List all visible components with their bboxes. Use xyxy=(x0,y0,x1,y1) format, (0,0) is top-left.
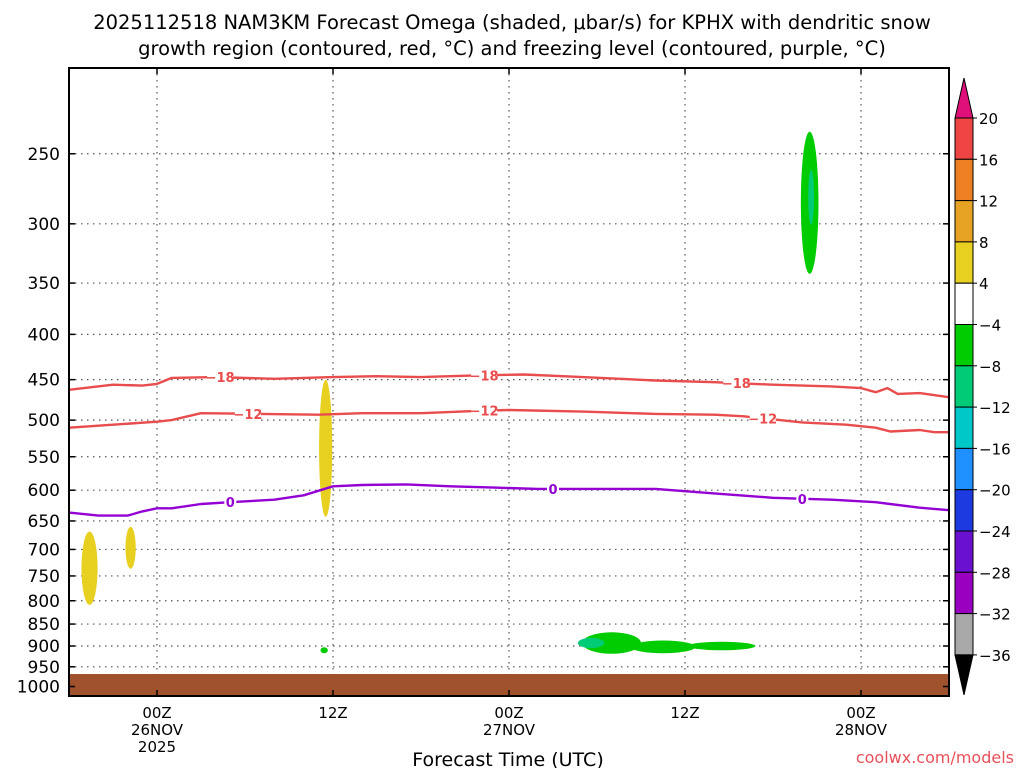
colorbar-label: 12 xyxy=(979,193,998,211)
isotherm-minus18-label: −18 xyxy=(470,369,499,384)
colorbar-label: −20 xyxy=(979,482,1011,500)
freezing-level-label-bg xyxy=(796,491,809,506)
colorbar-band-8 xyxy=(954,447,974,491)
colorbar-band-0 xyxy=(954,117,974,160)
freezing-level-line xyxy=(68,483,950,517)
y-tick-label-650: 650 xyxy=(28,512,60,532)
freezing-level-group: 0 0 0 xyxy=(68,481,950,517)
y-tick-label-800: 800 xyxy=(28,592,60,612)
y-tick-label-750: 750 xyxy=(28,567,60,587)
isotherm-minus12-label-bg xyxy=(749,411,776,426)
x-tick-label: 26NOV xyxy=(131,721,184,739)
isotherm-minus12-line xyxy=(68,408,949,434)
omega-low-green-blob xyxy=(582,632,642,654)
y-tick-label-350: 350 xyxy=(28,274,60,294)
isotherm-minus12-label-bg xyxy=(471,403,498,418)
colorbar-top-arrow xyxy=(954,77,974,119)
x-tick-label: 00Z xyxy=(494,704,523,722)
y-tick-label-850: 850 xyxy=(28,615,60,635)
omega-midlevel-yellow xyxy=(319,379,333,517)
y-tick-label-950: 950 xyxy=(28,658,60,678)
freezing-level-label-bg xyxy=(224,495,237,510)
plot-background xyxy=(69,68,949,696)
colorbar-bottom-arrow xyxy=(954,654,974,696)
y-tick-label-250: 250 xyxy=(28,145,60,165)
colorbar-band-4 xyxy=(954,282,974,326)
x-tick-label: 12Z xyxy=(318,704,347,722)
y-tick-label-450: 450 xyxy=(28,371,60,391)
colorbar-label: 8 xyxy=(979,234,989,252)
title-line-1: 2025112518 NAM3KM Forecast Omega (shaded… xyxy=(93,11,931,34)
y-tick-label-700: 700 xyxy=(28,540,60,560)
colorbar-label: 4 xyxy=(979,275,989,293)
colorbar-band-6 xyxy=(954,365,974,408)
colorbar-label: −12 xyxy=(979,399,1011,417)
omega-low-green-dot xyxy=(320,647,328,654)
colorbar-label: 16 xyxy=(979,151,998,169)
colorbar-label: −36 xyxy=(979,647,1011,665)
y-tick-label-1000: 1000 xyxy=(17,678,60,698)
axes: 2503003504004505005506006507007508008509… xyxy=(17,67,950,756)
isotherm-minus18-label-bg xyxy=(207,370,234,385)
x-tick-label: 28NOV xyxy=(835,721,888,739)
omega-upper-level-core xyxy=(808,169,815,225)
y-tick-label-400: 400 xyxy=(28,325,60,345)
x-tick-label: 00Z xyxy=(142,704,171,722)
colorbar-band-3 xyxy=(954,241,974,284)
freezing-level-label-bg xyxy=(547,481,559,496)
y-tick-label-500: 500 xyxy=(28,411,60,431)
omega-low-green-tail-2 xyxy=(687,641,756,651)
y-tick-label-550: 550 xyxy=(28,448,60,468)
isotherm-minus12-group: −12 −12 −12 xyxy=(68,403,949,434)
colorbar-label: −32 xyxy=(979,606,1011,624)
credit-text: coolwx.com/models xyxy=(856,748,1014,767)
isotherm-minus12-label: −12 xyxy=(233,408,262,423)
isotherm-minus18-label-bg xyxy=(471,368,498,383)
x-tick-label: 27NOV xyxy=(483,721,536,739)
isotherm-minus18-line xyxy=(68,373,950,399)
colorbar: 20 16 12 8 4 −4 −8 −12 −16 −20 −24 −28 −32 −36 xyxy=(954,77,1011,696)
x-tick-label: 00Z xyxy=(846,704,875,722)
colorbar-band-10 xyxy=(954,530,974,573)
freezing-level-label: 0 xyxy=(226,496,235,511)
isotherm-minus12-label-bg xyxy=(234,406,261,421)
y-tick-label-300: 300 xyxy=(28,215,60,235)
title-line-2: growth region (contoured, red, °C) and f… xyxy=(138,37,886,60)
omega-low-yellow-2 xyxy=(125,526,136,569)
colorbar-label: −8 xyxy=(979,358,1001,376)
colorbar-band-1 xyxy=(954,158,974,202)
x-axis-label: Forecast Time (UTC) xyxy=(412,749,603,768)
x-tick-label: 2025 xyxy=(138,738,176,756)
colorbar-band-7 xyxy=(954,406,974,449)
omega-low-green-tail-1 xyxy=(630,640,696,654)
y-tick-label-900: 900 xyxy=(28,637,60,657)
ground-surface xyxy=(69,674,949,696)
colorbar-band-11 xyxy=(954,571,974,615)
isotherm-minus12-label: −12 xyxy=(470,405,499,420)
colorbar-band-2 xyxy=(954,200,974,243)
colorbar-label: −28 xyxy=(979,564,1011,582)
colorbar-band-12 xyxy=(954,613,974,656)
isotherm-minus18-group: −18 −18 −18 xyxy=(68,368,950,399)
isotherm-minus18-label: −18 xyxy=(206,371,235,386)
freezing-level-label: 0 xyxy=(798,493,807,508)
colorbar-label: −4 xyxy=(979,317,1001,335)
colorbar-label: −24 xyxy=(979,523,1011,541)
freezing-level-label: 0 xyxy=(548,483,557,498)
plot-area: −18 −18 −18 −12 −12 −12 0 0 0 xyxy=(68,68,950,696)
isotherm-minus12-label: −12 xyxy=(748,412,777,427)
colorbar-band-5 xyxy=(954,324,974,367)
isotherm-minus18-label: −18 xyxy=(722,377,751,392)
isotherm-minus18-label-bg xyxy=(723,376,750,391)
omega-low-core xyxy=(577,637,605,649)
colorbar-band-9 xyxy=(954,489,974,532)
omega-low-yellow-1 xyxy=(81,531,98,605)
colorbar-label: 20 xyxy=(979,110,998,128)
colorbar-label: −16 xyxy=(979,440,1011,458)
y-tick-label-600: 600 xyxy=(28,481,60,501)
chart-title: 2025112518 NAM3KM Forecast Omega (shaded… xyxy=(93,11,931,60)
x-tick-label: 12Z xyxy=(670,704,699,722)
